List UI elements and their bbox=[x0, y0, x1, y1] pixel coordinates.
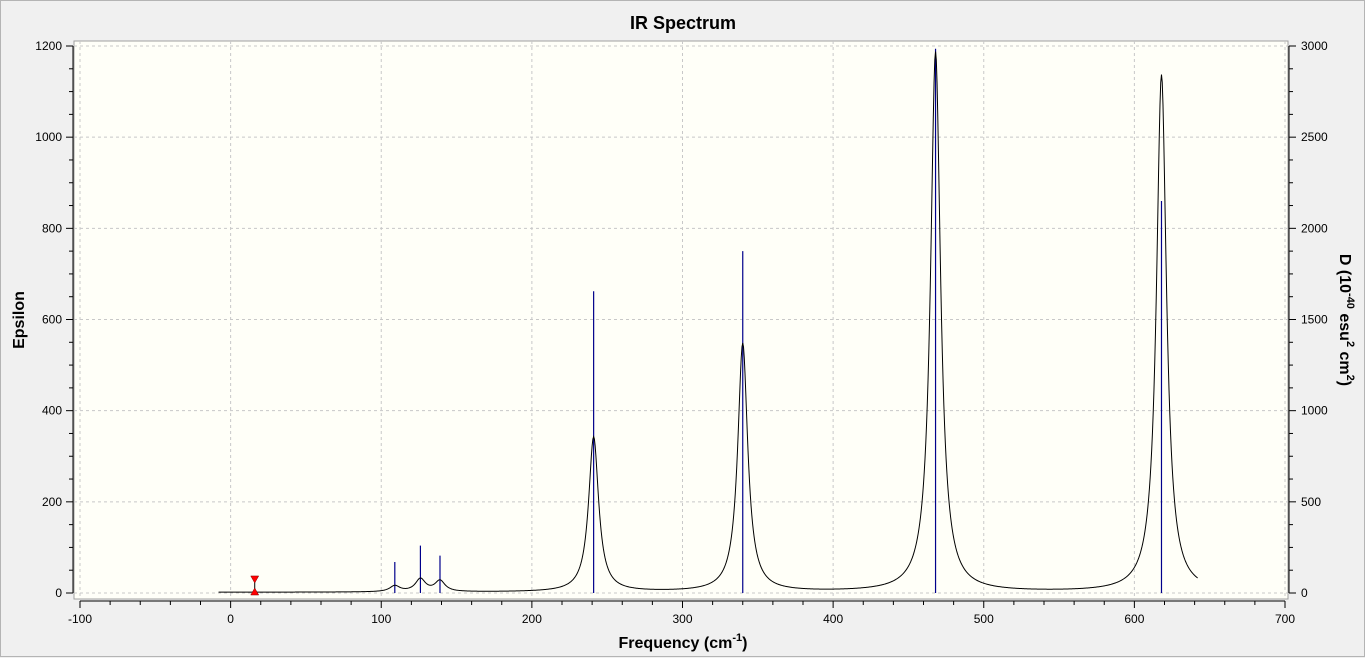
x-tick-label: 300 bbox=[672, 612, 692, 626]
marker-top-triangle bbox=[250, 575, 260, 584]
x-tick-label: -100 bbox=[68, 612, 92, 626]
y2-tick-label: 2500 bbox=[1301, 130, 1328, 144]
x-tick-label: 100 bbox=[371, 612, 391, 626]
x-tick-label: 0 bbox=[227, 612, 234, 626]
intensity-sticks bbox=[394, 48, 1163, 593]
spectrum-curves bbox=[218, 51, 1198, 593]
spectrum-curve bbox=[218, 51, 1198, 593]
y2-tick-label: 3000 bbox=[1301, 39, 1328, 53]
x-tick-label: 600 bbox=[1124, 612, 1144, 626]
chart-title: IR Spectrum bbox=[630, 13, 736, 33]
marker-layer bbox=[250, 575, 260, 596]
x-tick-label: 400 bbox=[823, 612, 843, 626]
x-tick-label: 500 bbox=[974, 612, 994, 626]
y-tick-label: 400 bbox=[42, 404, 62, 418]
y2-tick-label: 500 bbox=[1301, 495, 1321, 509]
y2-tick-label: 0 bbox=[1301, 586, 1308, 600]
y-axis-title: Epsilon bbox=[11, 291, 28, 349]
y-tick-label: 1200 bbox=[35, 39, 62, 53]
y-tick-label: 1000 bbox=[35, 130, 62, 144]
y-tick-label: 800 bbox=[42, 221, 62, 235]
y-tick-label: 200 bbox=[42, 495, 62, 509]
x-tick-label: 700 bbox=[1275, 612, 1295, 626]
y2-tick-label: 1500 bbox=[1301, 313, 1328, 327]
grid-lines bbox=[74, 41, 1288, 599]
axes: -100 0 100 200 300 400 500 600 700 0 200 400 600 800 1… bbox=[35, 39, 1328, 626]
y2-tick-label: 2000 bbox=[1301, 221, 1328, 235]
y2-axis-title: D (10-40 esu2 cm2) bbox=[1336, 254, 1356, 386]
y-tick-label: 0 bbox=[55, 586, 62, 600]
y-tick-label: 600 bbox=[42, 313, 62, 327]
x-axis-title: Frequency (cm-1) bbox=[619, 632, 748, 652]
x-tick-label: 200 bbox=[522, 612, 542, 626]
marker-bottom-triangle bbox=[250, 587, 260, 596]
y2-tick-label: 1000 bbox=[1301, 404, 1328, 418]
